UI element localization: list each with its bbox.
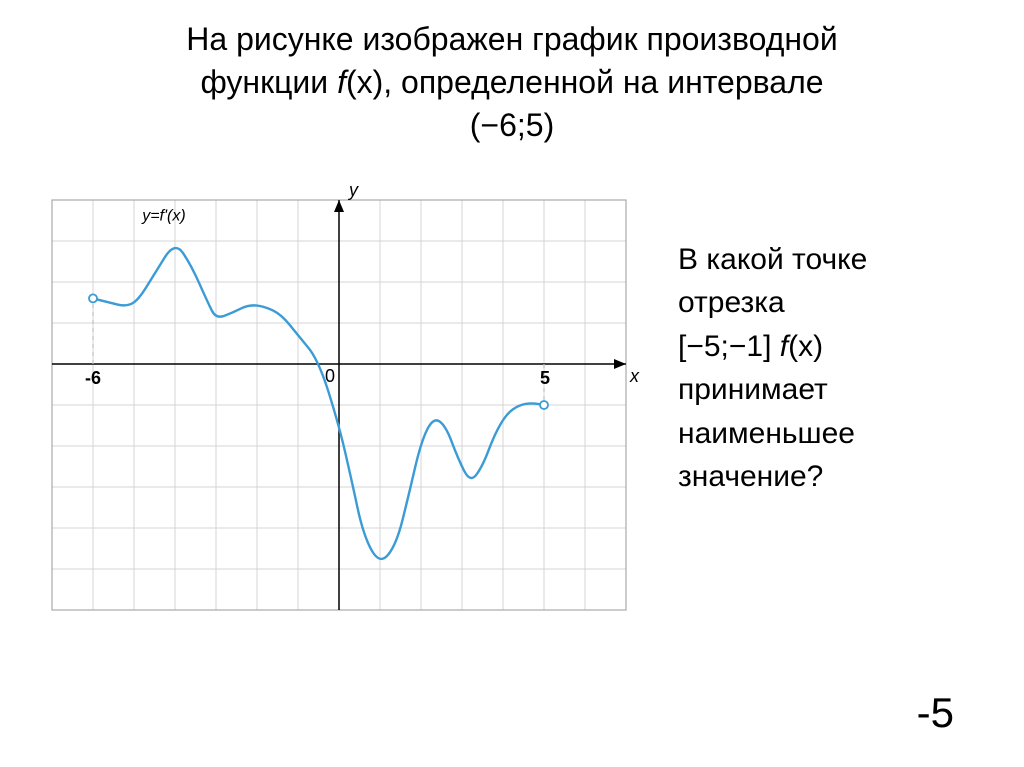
chart-container: y x 0 -6 5 y=f'(x) (30, 178, 648, 637)
q-line3: [−5;−1] f(x) (678, 325, 994, 369)
q-line2: отрезка (678, 281, 994, 325)
title-line1: На рисунке изображен график производной (186, 21, 837, 57)
svg-text:x: x (629, 366, 640, 386)
svg-text:-6: -6 (85, 368, 101, 388)
title-fn: f (337, 64, 346, 100)
title-line2-post: , определенной на интервале (383, 64, 823, 100)
answer-value: -5 (917, 689, 954, 737)
q-line4: принимает (678, 368, 994, 412)
svg-text:y: y (347, 180, 359, 200)
derivative-chart: y x 0 -6 5 y=f'(x) (30, 178, 648, 632)
page-title: На рисунке изображен график производной … (0, 0, 1024, 158)
title-arg: (x) (346, 64, 383, 100)
q-line5: наименьшее (678, 412, 994, 456)
svg-text:5: 5 (540, 368, 550, 388)
svg-text:0: 0 (325, 366, 335, 386)
q-line6: значение? (678, 455, 994, 499)
title-line3: (−6;5) (470, 107, 554, 143)
question-block: В какой точке отрезка [−5;−1] f(x) прини… (678, 178, 994, 637)
svg-text:y=f'(x): y=f'(x) (141, 207, 186, 224)
title-line2-pre: функции (200, 64, 337, 100)
q-line1: В какой точке (678, 238, 994, 282)
